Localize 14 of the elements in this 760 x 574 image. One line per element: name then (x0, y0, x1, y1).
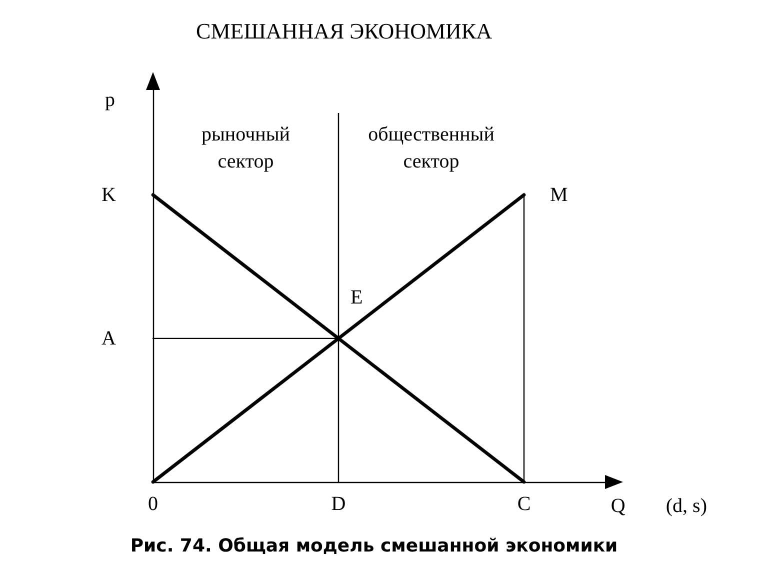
y-axis-title: p (105, 89, 115, 111)
text: общественный сектор (368, 123, 495, 172)
annotation: K (102, 184, 117, 206)
text: (d, s) (666, 495, 708, 517)
x-tick-label: 0 (148, 493, 158, 515)
chart-title: СМЕШАННАЯ ЭКОНОМИКА (196, 18, 492, 44)
text: рыночный сектор (201, 123, 290, 172)
annotation: M (550, 184, 568, 206)
x-tick-label: C (517, 493, 531, 515)
x-tick-label: D (331, 493, 346, 515)
x-axis-title: Q (610, 495, 626, 517)
annotation: E (350, 286, 363, 308)
annotation: A (102, 327, 117, 350)
text: Рис. 74. Общая модель смешанной экономики (130, 536, 618, 556)
